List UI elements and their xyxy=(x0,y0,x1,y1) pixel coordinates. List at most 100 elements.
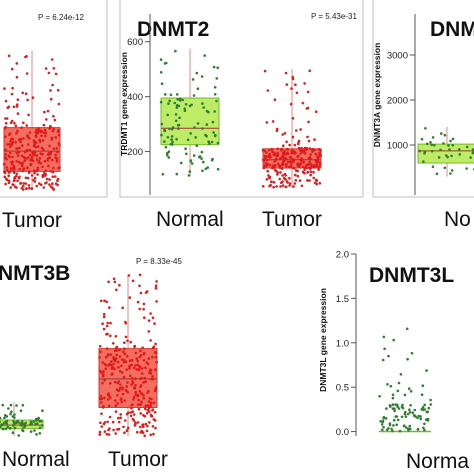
data-point xyxy=(119,413,122,416)
data-point xyxy=(125,412,129,416)
data-point xyxy=(159,58,163,61)
data-point xyxy=(134,390,137,394)
pvalue-dnmt3b: P = 8.33e-45 xyxy=(136,257,182,266)
data-point xyxy=(122,350,125,354)
data-point xyxy=(52,188,55,191)
data-point xyxy=(125,385,128,388)
data-point xyxy=(44,67,48,70)
data-point xyxy=(285,83,289,86)
data-point xyxy=(36,166,40,170)
data-point xyxy=(28,186,31,190)
data-point xyxy=(200,75,204,78)
data-point xyxy=(143,415,147,418)
data-point xyxy=(38,432,42,435)
data-point xyxy=(52,147,56,151)
data-point xyxy=(4,117,7,120)
data-point xyxy=(267,148,271,152)
data-point xyxy=(442,142,445,145)
data-point xyxy=(286,147,289,151)
data-point xyxy=(379,420,382,423)
data-point xyxy=(151,346,155,350)
data-point xyxy=(110,360,113,363)
ylabel-dnmt3a: DNMT3A gene expression xyxy=(372,43,382,148)
data-point xyxy=(309,153,313,156)
data-point xyxy=(20,186,24,190)
data-point xyxy=(378,395,381,398)
data-point xyxy=(26,176,30,180)
data-point xyxy=(160,133,163,137)
data-point xyxy=(202,160,205,164)
data-point xyxy=(128,367,131,370)
data-point xyxy=(3,414,7,417)
data-point xyxy=(112,342,115,345)
data-point xyxy=(144,291,148,294)
data-point xyxy=(216,66,219,69)
data-point xyxy=(3,87,6,90)
data-point xyxy=(263,164,267,168)
data-point xyxy=(13,179,16,182)
data-point xyxy=(30,187,34,190)
data-point xyxy=(280,147,284,151)
data-point xyxy=(314,152,318,156)
data-point xyxy=(142,352,146,356)
data-point xyxy=(103,379,106,382)
data-point xyxy=(213,86,217,89)
data-point xyxy=(51,83,54,87)
data-point xyxy=(408,427,412,431)
data-point xyxy=(429,141,432,144)
data-point xyxy=(54,175,57,178)
data-point xyxy=(130,377,134,380)
data-point xyxy=(138,390,142,393)
data-point xyxy=(285,140,288,144)
data-point xyxy=(293,182,297,185)
data-point xyxy=(427,406,431,410)
data-point xyxy=(212,65,216,69)
data-point xyxy=(164,93,167,96)
data-point xyxy=(105,432,109,436)
data-point xyxy=(147,357,151,360)
data-point xyxy=(12,169,15,172)
data-point xyxy=(128,374,132,378)
data-point xyxy=(194,136,197,139)
data-point xyxy=(114,410,118,413)
data-point xyxy=(294,169,298,172)
data-point xyxy=(281,154,285,157)
data-point xyxy=(29,430,33,433)
data-point xyxy=(3,416,6,420)
data-point xyxy=(309,173,313,177)
data-point xyxy=(136,403,140,406)
data-point xyxy=(271,120,275,123)
data-point xyxy=(117,366,120,369)
data-point xyxy=(394,415,398,418)
data-point xyxy=(429,398,432,402)
data-point xyxy=(141,431,145,435)
data-point xyxy=(299,149,302,152)
data-point xyxy=(27,170,31,173)
data-point xyxy=(421,384,425,388)
data-point xyxy=(38,419,41,423)
data-point xyxy=(37,127,41,130)
data-point xyxy=(19,182,22,185)
data-point xyxy=(40,134,43,137)
data-point xyxy=(102,422,106,426)
data-point xyxy=(35,128,38,131)
data-point xyxy=(274,168,277,172)
data-point xyxy=(414,415,417,418)
data-point xyxy=(120,400,123,404)
data-point xyxy=(384,417,388,420)
data-point xyxy=(106,420,109,424)
data-point xyxy=(13,121,16,125)
data-point xyxy=(290,149,294,153)
data-point xyxy=(56,88,60,92)
data-point xyxy=(175,106,179,109)
data-point xyxy=(120,364,123,368)
data-point xyxy=(141,423,145,426)
data-point xyxy=(102,373,105,376)
data-point xyxy=(152,432,155,436)
data-point xyxy=(118,389,121,392)
data-point xyxy=(4,126,7,129)
data-point xyxy=(112,362,115,366)
data-point xyxy=(12,105,16,109)
data-point xyxy=(41,424,44,427)
data-point xyxy=(389,405,392,408)
